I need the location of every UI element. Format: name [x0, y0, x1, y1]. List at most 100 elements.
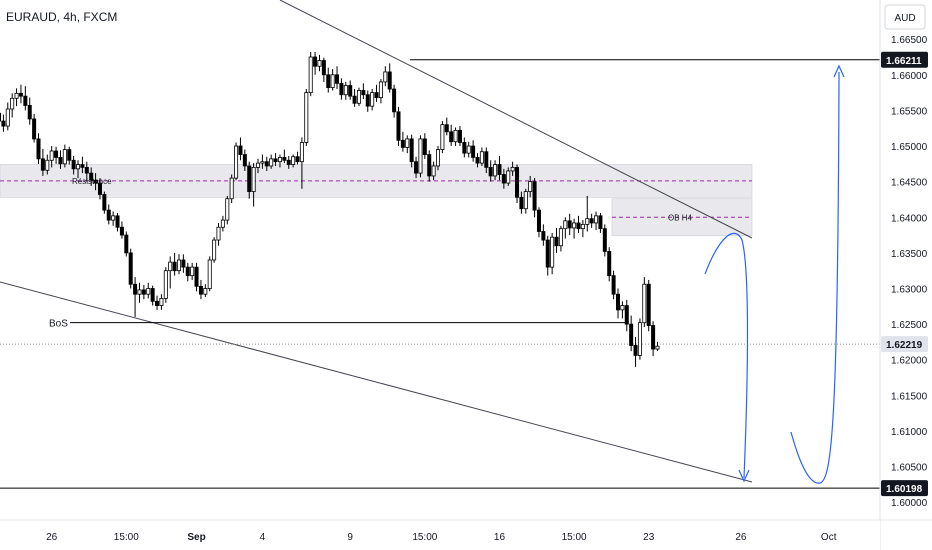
candle-body — [422, 138, 427, 155]
candle-body — [471, 145, 476, 158]
candle-body — [155, 300, 160, 306]
price-badge-label: 1.62219 — [886, 340, 923, 351]
candle-body — [352, 95, 357, 104]
candle-body — [400, 139, 405, 148]
candle — [545, 235, 550, 276]
candle — [642, 277, 647, 327]
candle — [36, 133, 41, 164]
candle-body — [273, 158, 278, 163]
candle-body — [457, 129, 462, 143]
candle — [14, 88, 19, 107]
candle — [343, 81, 348, 100]
candle — [637, 318, 642, 360]
candle-body — [251, 166, 256, 193]
candle — [317, 54, 322, 72]
candle — [431, 161, 436, 181]
currency-box — [884, 4, 926, 30]
candle-body — [234, 145, 239, 179]
candle-body — [510, 166, 515, 172]
time-tick-label: 26 — [46, 532, 58, 543]
candle-body — [651, 325, 656, 350]
bos-label: BoS — [49, 319, 68, 330]
candle — [488, 160, 493, 182]
candle-body — [576, 222, 581, 230]
time-tick-label: 26 — [735, 532, 747, 543]
trendlines: BoS Résistance OB H4 — [0, 0, 880, 489]
candle-body — [330, 74, 335, 89]
candle — [198, 279, 203, 300]
candle — [519, 191, 524, 214]
candle — [40, 148, 45, 176]
candle-body — [462, 142, 467, 154]
candle — [32, 113, 37, 143]
candle-body — [558, 228, 563, 247]
candle-body — [133, 283, 138, 295]
candle-body — [242, 154, 247, 167]
time-tick-label: 9 — [347, 532, 353, 543]
projection-arrows — [704, 64, 845, 484]
candle — [115, 212, 120, 232]
candle-body — [374, 92, 379, 98]
candles — [0, 52, 660, 367]
candle — [58, 150, 63, 169]
candle — [181, 254, 186, 273]
candle — [510, 161, 515, 176]
candle-body — [119, 226, 124, 236]
candle-body — [488, 166, 493, 177]
candle-body — [128, 252, 133, 285]
candle-body — [97, 182, 102, 195]
candle — [168, 256, 173, 289]
candle — [392, 84, 397, 118]
candle — [655, 341, 660, 352]
candle-body — [378, 81, 383, 98]
candle — [190, 262, 195, 280]
candle — [383, 66, 388, 87]
candle-body — [36, 138, 41, 160]
price-tick-label: 1.62000 — [891, 356, 928, 367]
price-tick-label: 1.64000 — [891, 213, 928, 224]
candle-body — [356, 90, 361, 104]
candle-body — [216, 226, 221, 241]
candle-body — [431, 165, 436, 177]
candle — [554, 227, 559, 253]
candle-body — [203, 288, 208, 295]
candle — [273, 153, 278, 166]
candle — [229, 174, 234, 204]
price-tick-label: 1.62500 — [891, 320, 928, 331]
price-axis-bg — [880, 0, 932, 550]
candle — [119, 221, 124, 239]
candle — [479, 147, 484, 166]
candle — [234, 142, 239, 181]
candle-body — [515, 166, 520, 198]
candle — [67, 146, 72, 165]
candle — [471, 140, 476, 162]
candle — [80, 156, 85, 174]
candle-body — [159, 298, 164, 306]
candle — [409, 134, 414, 168]
candle — [330, 69, 335, 91]
candle-body — [150, 288, 155, 302]
candle-body — [585, 218, 590, 225]
candle-body — [497, 164, 502, 175]
time-tick-label: Oct — [821, 532, 837, 543]
price-badge — [881, 51, 928, 68]
candle — [282, 149, 287, 164]
candle — [550, 232, 555, 275]
candle — [216, 222, 221, 246]
candle-body — [54, 150, 59, 158]
candle-body — [238, 145, 243, 155]
candle — [0, 112, 2, 122]
candle-body — [418, 138, 423, 174]
price-tick-label: 1.64500 — [891, 178, 928, 189]
candle-body — [646, 283, 651, 326]
candle-body — [111, 215, 116, 221]
candle-body — [106, 209, 111, 221]
candle — [370, 89, 375, 111]
candle-body — [409, 138, 414, 163]
candle-body — [146, 288, 151, 295]
candle — [159, 294, 164, 310]
down-arrowhead — [738, 469, 750, 483]
resistance-label: Résistance — [72, 177, 112, 186]
candle — [523, 188, 528, 214]
